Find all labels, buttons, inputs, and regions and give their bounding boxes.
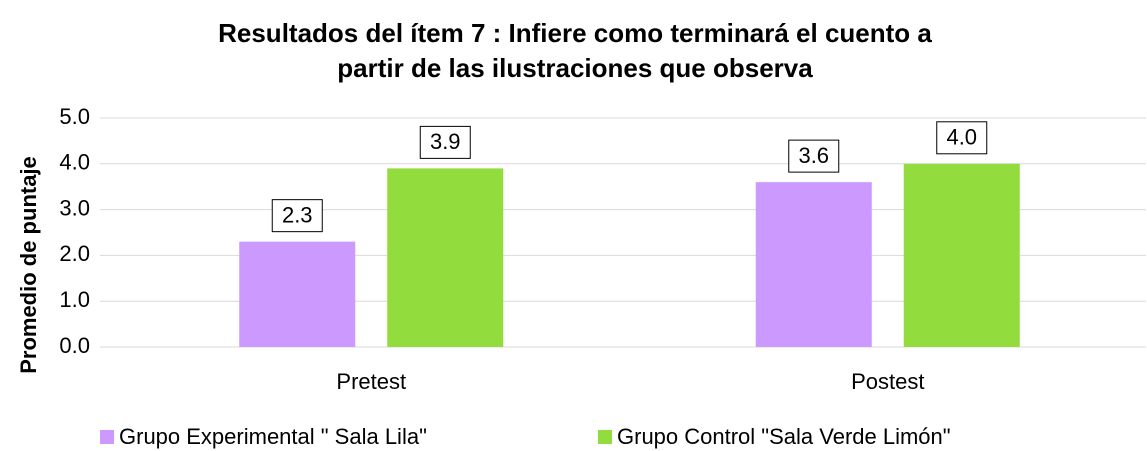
bar [387, 168, 504, 347]
y-tick-label: 5.0 [59, 104, 90, 129]
data-label-box [271, 199, 323, 233]
legend-swatch [598, 430, 612, 444]
x-tick-label: Postest [851, 369, 924, 394]
y-tick-label: 2.0 [59, 241, 90, 266]
y-tick-label: 3.0 [59, 195, 90, 220]
data-label-box [936, 121, 988, 155]
bar [755, 182, 872, 347]
chart-title: Resultados del ítem 7 : Infiere como ter… [218, 18, 932, 83]
data-label: 3.6 [798, 143, 829, 168]
y-tick-label: 0.0 [59, 333, 90, 358]
legend-label: Grupo Control "Sala Verde Limón" [617, 424, 951, 449]
data-label: 4.0 [946, 125, 977, 150]
data-label-box [788, 139, 840, 173]
data-label-box [419, 125, 471, 159]
legend-label: Grupo Experimental " Sala Lila" [119, 424, 427, 449]
y-tick-label: 1.0 [59, 287, 90, 312]
data-label: 2.3 [282, 202, 313, 227]
x-tick-label: Pretest [336, 369, 406, 394]
data-label: 3.9 [430, 129, 461, 154]
y-axis-label: Promedio de puntaje [16, 156, 41, 374]
bar [239, 241, 356, 347]
legend-swatch [100, 430, 114, 444]
y-tick-label: 4.0 [59, 150, 90, 175]
bar [903, 163, 1020, 347]
